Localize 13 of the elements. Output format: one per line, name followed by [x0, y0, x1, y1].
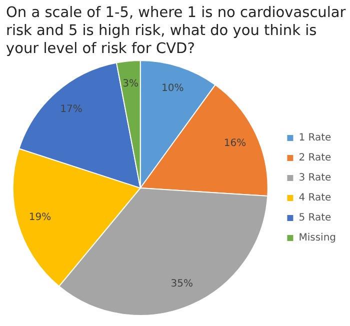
chart-title: On a scale of 1-5, where 1 is no cardiovascular risk and 5 is high risk, what do you think is your level of risk for CVD?	[5, 4, 347, 58]
data-label: 3%	[122, 78, 138, 90]
legend-label: 1 Rate	[298, 132, 332, 144]
legend-label: 2 Rate	[298, 152, 332, 164]
data-label: 19%	[28, 212, 52, 223]
data-label: 35%	[170, 278, 193, 290]
legend-label: 3 Rate	[298, 172, 332, 184]
legend-label: 5 Rate	[298, 212, 332, 224]
data-label: 10%	[162, 83, 184, 94]
legend-label: Missing	[298, 232, 336, 244]
legend-label: 4 Rate	[298, 192, 332, 204]
data-label: 16%	[224, 138, 246, 150]
data-label: 17%	[60, 104, 82, 116]
